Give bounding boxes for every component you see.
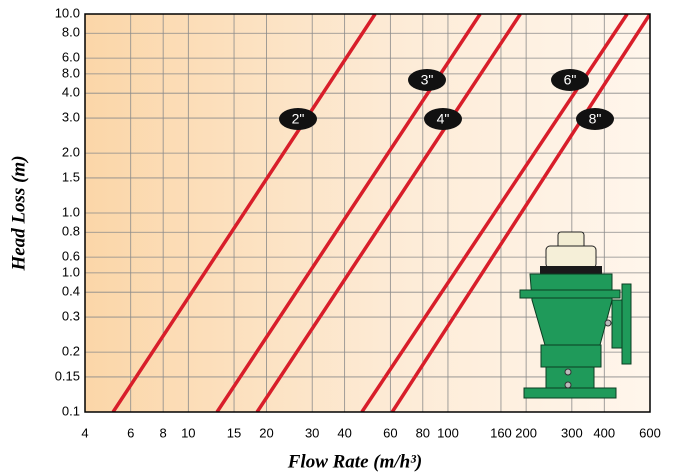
series-label: 4" <box>437 111 450 127</box>
x-tick-label: 100 <box>437 425 459 440</box>
y-tick-label: 1.0 <box>62 204 80 219</box>
y-tick-label: 2.0 <box>62 145 80 160</box>
series-label: 3" <box>421 72 434 88</box>
y-tick-label: 1.5 <box>62 169 80 184</box>
series-label: 6" <box>564 72 577 88</box>
y-tick-label: 8.0 <box>62 65 80 80</box>
x-tick-label: 80 <box>416 425 430 440</box>
x-tick-label: 300 <box>561 425 583 440</box>
y-tick-label: 0.15 <box>55 368 80 383</box>
x-tick-label: 10 <box>181 425 195 440</box>
x-tick-label: 6 <box>127 425 134 440</box>
y-tick-label: 10.0 <box>55 5 80 20</box>
x-tick-label: 15 <box>227 425 241 440</box>
x-tick-label: 400 <box>593 425 615 440</box>
y-tick-label: 0.8 <box>62 224 80 239</box>
y-tick-label: 1.0 <box>62 264 80 279</box>
x-tick-label: 40 <box>337 425 351 440</box>
x-tick-label: 4 <box>81 425 88 440</box>
y-tick-label: 3.0 <box>62 109 80 124</box>
x-tick-label: 60 <box>383 425 397 440</box>
y-tick-label: 4.0 <box>62 85 80 100</box>
y-tick-label: 0.1 <box>62 403 80 418</box>
x-tick-label: 600 <box>639 425 661 440</box>
y-axis-title: Head Loss (m) <box>8 155 29 271</box>
y-tick-label: 0.2 <box>62 344 80 359</box>
y-tick-label: 0.4 <box>62 284 80 299</box>
x-tick-label: 200 <box>515 425 537 440</box>
x-tick-label: 160 <box>490 425 512 440</box>
series-label: 8" <box>589 111 602 127</box>
chart: Flow Rate (m/h³) Head Loss (m) 4 6 8 10 15 20… <box>0 0 677 475</box>
y-tick-label: 6.0 <box>62 50 80 65</box>
x-tick-label: 8 <box>160 425 167 440</box>
series-label: 2" <box>292 111 305 127</box>
x-tick-label: 30 <box>305 425 319 440</box>
y-tick-label: 0.6 <box>62 249 80 264</box>
y-tick-label: 0.3 <box>62 308 80 323</box>
x-tick-label: 20 <box>259 425 273 440</box>
y-tick-label: 8.0 <box>62 25 80 40</box>
x-axis-title: Flow Rate (m/h³) <box>287 451 422 472</box>
